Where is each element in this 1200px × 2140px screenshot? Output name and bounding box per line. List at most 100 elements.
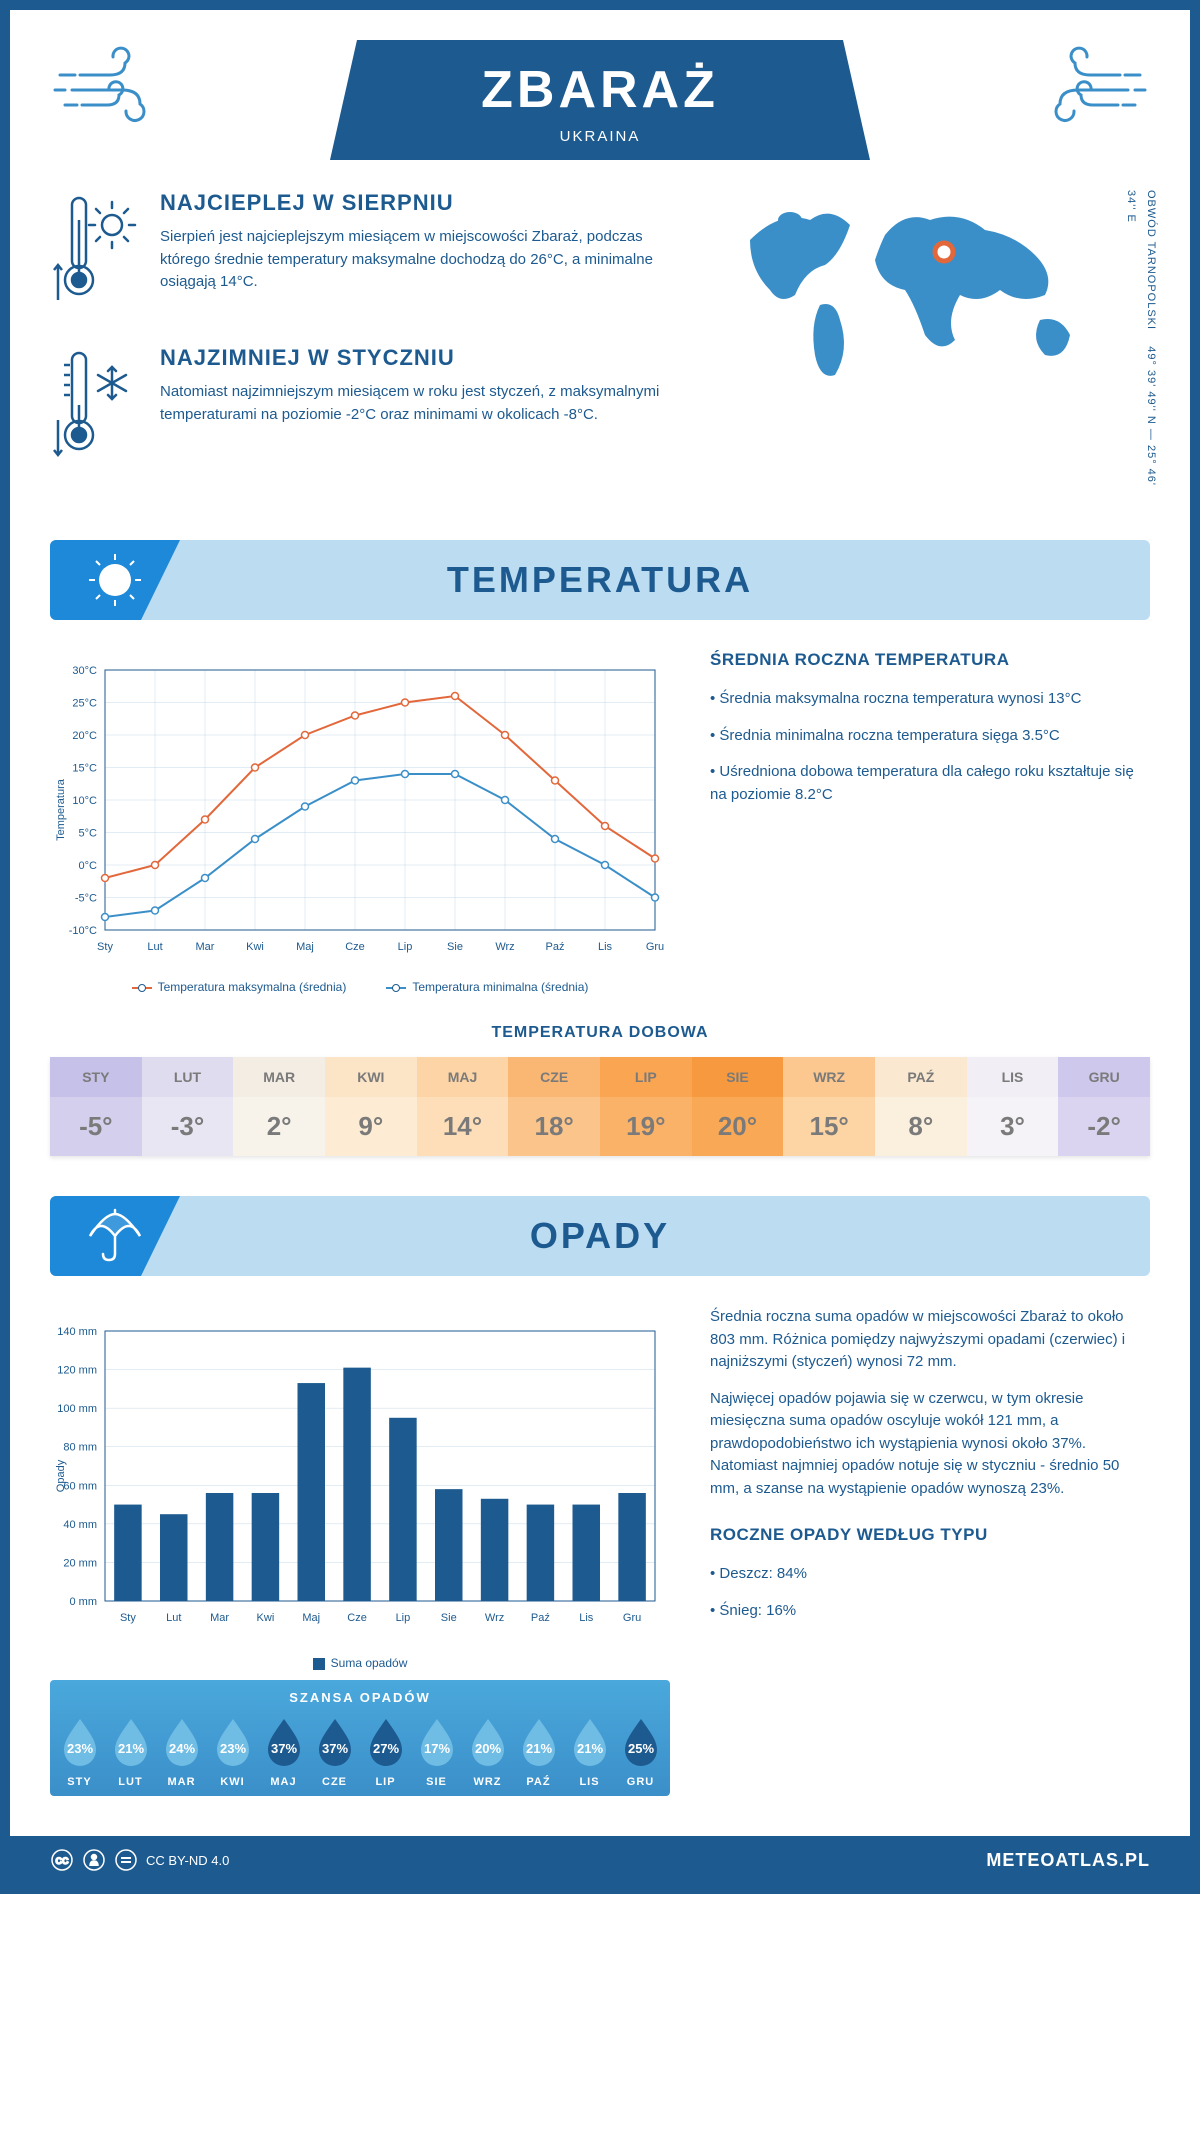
- section-precip: OPADY: [50, 1196, 1150, 1276]
- temp-info-title: ŚREDNIA ROCZNA TEMPERATURA: [710, 650, 1150, 670]
- drop-item: 23%STY: [56, 1715, 103, 1788]
- svg-text:Maj: Maj: [302, 1612, 320, 1624]
- svg-text:37%: 37%: [321, 1741, 347, 1756]
- svg-text:Gru: Gru: [646, 941, 664, 953]
- svg-text:Paź: Paź: [531, 1612, 550, 1624]
- svg-text:Sie: Sie: [441, 1612, 457, 1624]
- drop-item: 25%GRU: [617, 1715, 664, 1788]
- daily-cell: STY-5°: [50, 1057, 142, 1156]
- svg-text:Lut: Lut: [147, 941, 162, 953]
- precip-legend: Suma opadów: [50, 1656, 670, 1670]
- page-subtitle: UKRAINA: [390, 128, 810, 145]
- svg-text:-10°C: -10°C: [69, 925, 97, 937]
- precip-chance-panel: SZANSA OPADÓW 23%STY21%LUT24%MAR23%KWI37…: [50, 1680, 670, 1796]
- svg-text:20 mm: 20 mm: [63, 1557, 97, 1569]
- drop-item: 21%LUT: [107, 1715, 154, 1788]
- title-banner: ZBARAŻ UKRAINA: [330, 40, 870, 160]
- svg-text:Lis: Lis: [598, 941, 613, 953]
- world-map: OBWÓD TARNOPOLSKI 49° 39' 49'' N — 25° 4…: [730, 190, 1150, 500]
- cold-title: NAJZIMNIEJ W STYCZNIU: [160, 345, 690, 371]
- svg-text:23%: 23%: [66, 1741, 92, 1756]
- svg-text:60 mm: 60 mm: [63, 1480, 97, 1492]
- sun-icon: [50, 540, 180, 620]
- daily-cell: MAR2°: [233, 1057, 325, 1156]
- coordinates: OBWÓD TARNOPOLSKI 49° 39' 49'' N — 25° 4…: [1120, 190, 1160, 500]
- svg-text:21%: 21%: [525, 1741, 551, 1756]
- svg-text:21%: 21%: [576, 1741, 602, 1756]
- precip-types-title: ROCZNE OPADY WEDŁUG TYPU: [710, 1525, 1150, 1545]
- daily-cell: LIS3°: [967, 1057, 1059, 1156]
- drop-item: 27%LIP: [362, 1715, 409, 1788]
- drop-item: 24%MAR: [158, 1715, 205, 1788]
- svg-text:10°C: 10°C: [72, 795, 97, 807]
- svg-text:Lut: Lut: [166, 1612, 181, 1624]
- svg-text:17%: 17%: [423, 1741, 449, 1756]
- drop-item: 21%PAŹ: [515, 1715, 562, 1788]
- drop-item: 20%WRZ: [464, 1715, 511, 1788]
- svg-text:40 mm: 40 mm: [63, 1519, 97, 1531]
- hot-text: Sierpień jest najcieplejszym miesiącem w…: [160, 226, 690, 294]
- daily-temp-table: STY-5°LUT-3°MAR2°KWI9°MAJ14°CZE18°LIP19°…: [50, 1057, 1150, 1156]
- svg-text:24%: 24%: [168, 1741, 194, 1756]
- daily-cell: GRU-2°: [1058, 1057, 1150, 1156]
- svg-text:25%: 25%: [627, 1741, 653, 1756]
- daily-cell: PAŹ8°: [875, 1057, 967, 1156]
- drop-item: 23%KWI: [209, 1715, 256, 1788]
- svg-text:Sie: Sie: [447, 941, 463, 953]
- temp-info: ŚREDNIA ROCZNA TEMPERATURA • Średnia mak…: [710, 650, 1150, 994]
- daily-cell: KWI9°: [325, 1057, 417, 1156]
- svg-text:Sty: Sty: [97, 941, 113, 953]
- footer: CC CC BY-ND 4.0 METEOATLAS.PL: [10, 1836, 1190, 1884]
- cold-text: Natomiast najzimniejszym miesiącem w rok…: [160, 381, 690, 426]
- intro-row: NAJCIEPLEJ W SIERPNIU Sierpień jest najc…: [50, 190, 1150, 500]
- svg-text:-5°C: -5°C: [75, 893, 97, 905]
- svg-text:Lis: Lis: [579, 1612, 594, 1624]
- svg-text:100 mm: 100 mm: [57, 1403, 97, 1415]
- svg-text:Wrz: Wrz: [495, 941, 514, 953]
- thermometer-sun-icon: [50, 190, 140, 315]
- daily-cell: SIE20°: [692, 1057, 784, 1156]
- svg-text:37%: 37%: [270, 1741, 296, 1756]
- svg-text:Lip: Lip: [396, 1612, 411, 1624]
- wind-icon-right: [1010, 40, 1150, 140]
- temperature-line-chart: -10°C-5°C0°C5°C10°C15°C20°C25°C30°CStyLu…: [50, 650, 670, 994]
- section-precip-title: OPADY: [50, 1215, 1150, 1257]
- temp-legend: Temperatura maksymalna (średnia) Tempera…: [50, 980, 670, 994]
- svg-text:21%: 21%: [117, 1741, 143, 1756]
- svg-text:20°C: 20°C: [72, 730, 97, 742]
- drop-item: 37%MAJ: [260, 1715, 307, 1788]
- hot-block: NAJCIEPLEJ W SIERPNIU Sierpień jest najc…: [50, 190, 690, 315]
- svg-text:Temperatura: Temperatura: [55, 778, 67, 841]
- svg-text:80 mm: 80 mm: [63, 1442, 97, 1454]
- svg-text:Mar: Mar: [210, 1612, 229, 1624]
- svg-text:15°C: 15°C: [72, 763, 97, 775]
- daily-cell: LUT-3°: [142, 1057, 234, 1156]
- section-temp-title: TEMPERATURA: [50, 559, 1150, 601]
- svg-text:Mar: Mar: [196, 941, 215, 953]
- daily-cell: WRZ15°: [783, 1057, 875, 1156]
- svg-text:Sty: Sty: [120, 1612, 136, 1624]
- page-title: ZBARAŻ: [390, 60, 810, 120]
- precip-info: Średnia roczna suma opadów w miejscowośc…: [710, 1306, 1150, 1796]
- section-temperature: TEMPERATURA: [50, 540, 1150, 620]
- svg-text:Kwi: Kwi: [246, 941, 264, 953]
- daily-temp-title: TEMPERATURA DOBOWA: [50, 1024, 1150, 1042]
- svg-text:Lip: Lip: [398, 941, 413, 953]
- thermometer-snow-icon: [50, 345, 140, 470]
- svg-text:120 mm: 120 mm: [57, 1365, 97, 1377]
- license: CC CC BY-ND 4.0: [50, 1848, 229, 1872]
- daily-cell: LIP19°: [600, 1057, 692, 1156]
- drop-item: 17%SIE: [413, 1715, 460, 1788]
- svg-text:23%: 23%: [219, 1741, 245, 1756]
- svg-text:Paź: Paź: [546, 941, 565, 953]
- svg-text:Cze: Cze: [347, 1612, 367, 1624]
- svg-text:CC: CC: [56, 1856, 69, 1866]
- svg-text:0 mm: 0 mm: [70, 1596, 98, 1608]
- svg-text:5°C: 5°C: [79, 828, 98, 840]
- svg-text:Opady: Opady: [55, 1459, 67, 1492]
- cold-block: NAJZIMNIEJ W STYCZNIU Natomiast najzimni…: [50, 345, 690, 470]
- svg-text:Gru: Gru: [623, 1612, 641, 1624]
- svg-text:27%: 27%: [372, 1741, 398, 1756]
- svg-text:30°C: 30°C: [72, 665, 97, 677]
- wind-icon-left: [50, 40, 190, 140]
